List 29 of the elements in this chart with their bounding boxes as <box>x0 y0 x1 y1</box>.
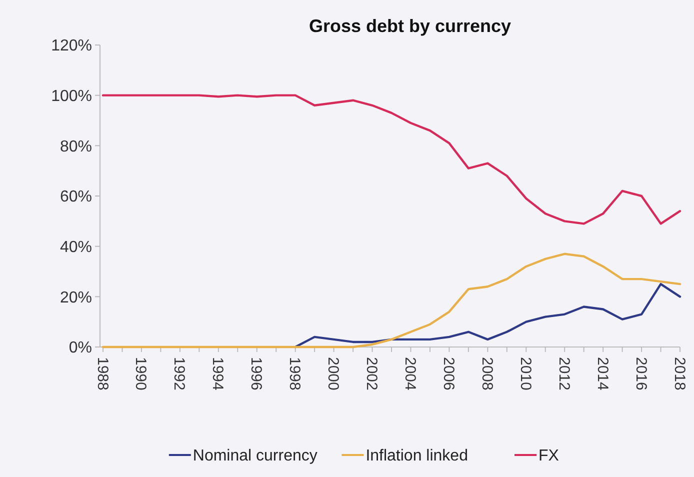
x-tick-label: 2004 <box>401 357 418 390</box>
y-tick-label: 0% <box>68 340 92 357</box>
legend-label: FX <box>538 448 560 465</box>
x-tick-label: 1988 <box>94 357 111 390</box>
x-tick-label: 1998 <box>286 357 304 390</box>
x-tick-label: 2006 <box>440 357 457 390</box>
x-tick-label: 1990 <box>132 357 150 390</box>
x-tick-label: 2012 <box>555 357 572 390</box>
y-tick-label: 20% <box>60 289 92 306</box>
y-tick-label: 80% <box>60 138 92 156</box>
y-tick-label: 40% <box>60 238 92 256</box>
x-tick-label: 2014 <box>594 357 611 390</box>
chart-title: Gross debt by currency <box>308 16 512 36</box>
y-tick-label: 120% <box>51 38 92 55</box>
x-tick-label: 2000 <box>324 357 342 390</box>
legend-label: Inflation linked <box>366 448 468 465</box>
x-tick-label: 2010 <box>516 357 534 390</box>
line-series <box>294 282 682 348</box>
x-tick-label: 2016 <box>632 357 650 390</box>
y-tick-label: 100% <box>51 88 92 105</box>
y-tick-label: 60% <box>60 188 92 206</box>
x-tick-label: 2008 <box>478 357 496 390</box>
x-tick-label: 2018 <box>670 357 688 390</box>
x-tick-label: 1996 <box>248 357 265 390</box>
x-tick-label: 2002 <box>363 357 380 390</box>
x-tick-label: 1992 <box>170 357 188 390</box>
x-tick-label: 1994 <box>209 357 226 390</box>
line-series <box>102 94 682 225</box>
legend-label: Nominal currency <box>192 448 318 465</box>
